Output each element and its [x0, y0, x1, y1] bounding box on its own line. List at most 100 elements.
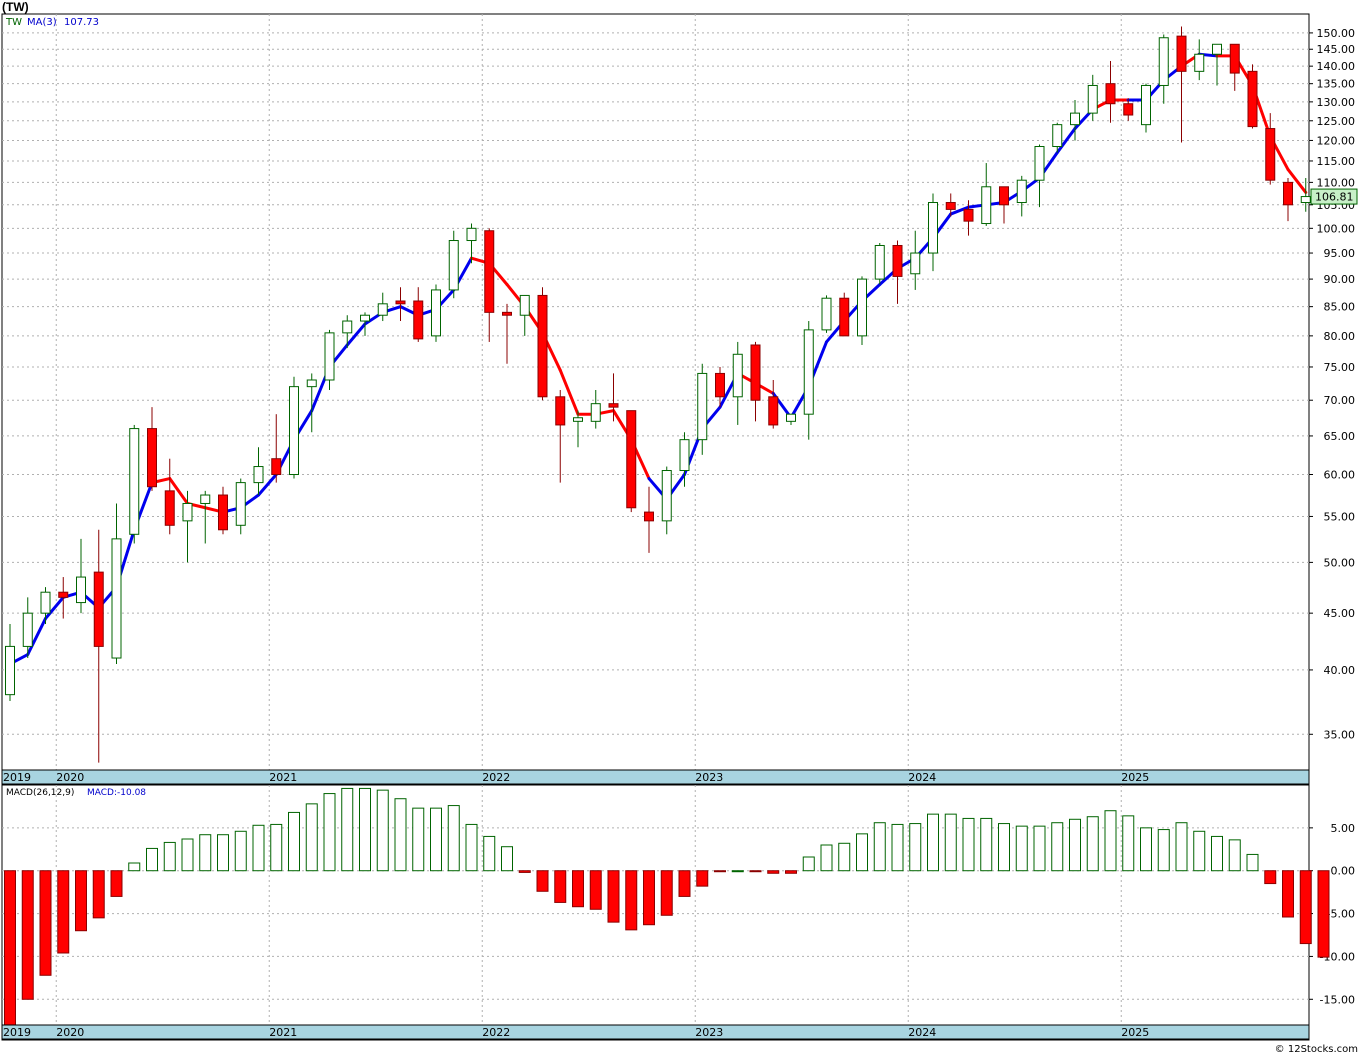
candle — [1194, 39, 1205, 81]
candle-body — [715, 372, 725, 398]
candle — [750, 341, 761, 422]
macd-bar — [92, 870, 105, 919]
price-tick-label: 145.00 — [1317, 43, 1356, 56]
macd-bar — [1246, 853, 1259, 872]
macd-bar — [234, 830, 247, 872]
candle — [1052, 122, 1063, 153]
ma3-segment — [1286, 167, 1308, 194]
candle-body — [945, 202, 956, 210]
candle-body — [1300, 196, 1311, 204]
candle-body — [1070, 112, 1080, 126]
candles — [5, 26, 1311, 763]
price-grid — [2, 14, 1309, 770]
candle — [448, 230, 459, 299]
candle-body — [1016, 179, 1027, 204]
macd-bar — [394, 798, 407, 872]
macd-bar — [536, 870, 549, 892]
candle-body — [218, 494, 228, 531]
macd-bar — [323, 793, 336, 872]
macd-bar — [1104, 810, 1117, 872]
macd-bar — [838, 842, 851, 872]
macd-bar — [554, 870, 567, 903]
macd-bar — [1033, 825, 1046, 872]
candle-body — [821, 297, 832, 331]
macd-bar — [252, 824, 265, 872]
candle-body — [182, 502, 193, 522]
candle — [502, 303, 512, 364]
candle-body — [164, 490, 175, 526]
candle — [182, 490, 193, 563]
price-year-label: 2022 — [482, 771, 510, 784]
macd-bar — [1282, 870, 1294, 918]
last-price-badge: 106.81 — [1310, 188, 1358, 205]
macd-bar — [589, 870, 602, 910]
candle — [963, 200, 974, 236]
price-year-label: 2025 — [1121, 771, 1149, 784]
candle-body — [502, 311, 512, 316]
candle-body — [679, 439, 690, 472]
candle-body — [750, 344, 761, 401]
candle — [22, 597, 33, 659]
price-tick-label: 50.00 — [1324, 556, 1356, 569]
candle-body — [76, 576, 86, 604]
candle-body — [271, 458, 282, 476]
macd-year-label: 2019 — [3, 1026, 31, 1039]
price-year-label: 2019 — [3, 771, 31, 784]
candle-body — [1052, 124, 1063, 148]
macd-bar — [501, 846, 513, 872]
macd-bars — [4, 787, 1330, 1026]
candle — [999, 186, 1009, 224]
macd-bar — [1069, 818, 1081, 872]
candle — [164, 458, 175, 535]
macd-label: MACD(26,12,9) — [6, 788, 74, 798]
price-tick-label: 75.00 — [1324, 361, 1356, 374]
candle-body — [342, 320, 353, 334]
macd-tick-label: -15.00 — [1320, 993, 1355, 1006]
legend-symbol: TW — [5, 17, 22, 28]
candle — [40, 587, 51, 624]
candle-body — [1229, 43, 1240, 74]
price-tick-label: 110.00 — [1317, 176, 1356, 189]
candle-body — [111, 538, 122, 659]
macd-bar — [181, 838, 194, 872]
last-price-box — [1310, 188, 1358, 205]
candle — [1176, 26, 1187, 143]
candle — [1229, 43, 1240, 91]
candle-body — [786, 413, 796, 422]
candle — [76, 538, 86, 614]
macd-bar — [1140, 827, 1152, 872]
macd-bar — [288, 811, 300, 872]
candle-body — [289, 386, 299, 476]
macd-bar — [998, 823, 1010, 872]
candle — [1212, 43, 1222, 86]
macd-bar — [820, 844, 833, 872]
macd-bar — [767, 870, 780, 874]
macd-bar — [305, 803, 318, 872]
macd-tick-label: 0.00 — [1331, 865, 1356, 878]
candle — [1283, 178, 1293, 222]
candle — [1141, 83, 1151, 133]
candle-body — [235, 482, 246, 526]
candle-body — [448, 240, 459, 291]
macd-bar — [75, 870, 87, 932]
macd-bar — [625, 870, 638, 931]
macd-bar — [4, 870, 16, 1026]
candle-body — [839, 297, 850, 337]
candle-body — [40, 591, 51, 614]
candle — [608, 373, 619, 422]
ma3-segment — [44, 595, 65, 621]
candle-body — [644, 511, 654, 522]
candle-body — [1141, 84, 1151, 126]
macd-bar — [1264, 870, 1277, 885]
candle-body — [324, 332, 335, 381]
candle — [324, 329, 335, 391]
candle-body — [360, 314, 370, 322]
macd-year-band — [1, 1024, 1310, 1040]
candle-body — [484, 230, 495, 313]
macd-bar — [217, 834, 229, 872]
price-tick-label: 45.00 — [1324, 607, 1356, 620]
price-tick-label: 55.00 — [1324, 510, 1356, 523]
candle — [395, 287, 406, 322]
candle — [129, 424, 140, 544]
candle — [981, 163, 992, 226]
